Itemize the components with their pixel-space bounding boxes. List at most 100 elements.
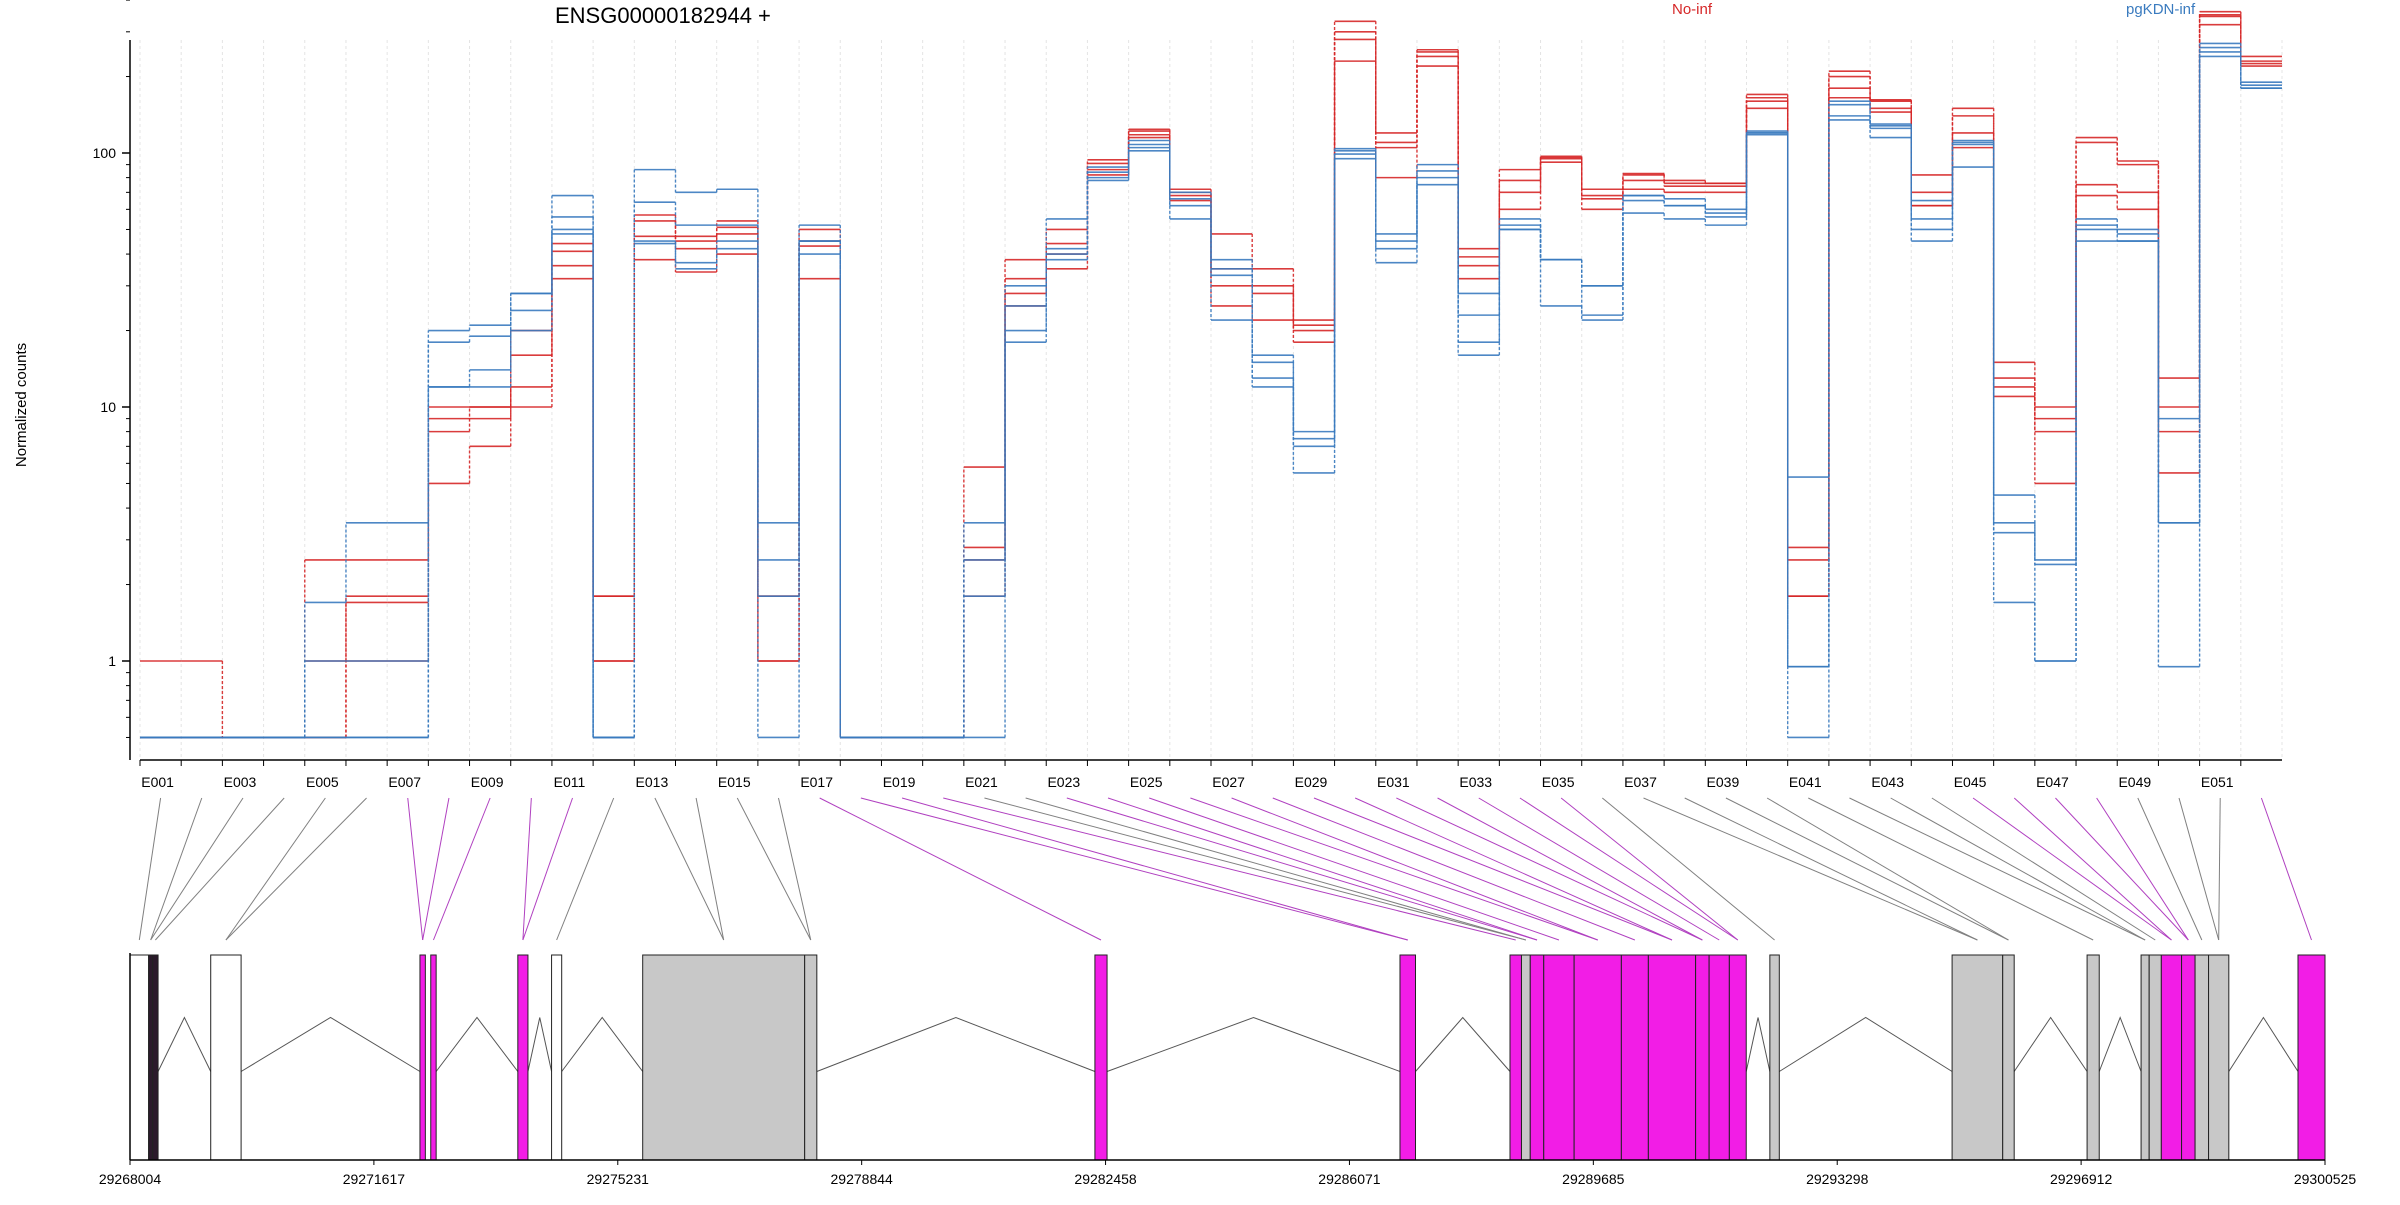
- exon-box: [1951, 954, 2004, 1161]
- exon-box: [2297, 954, 2326, 1161]
- exon-box: [152, 954, 159, 1161]
- exon-connector: [1808, 797, 2094, 941]
- exon-connector: [1519, 797, 1739, 941]
- exon-box: [1728, 954, 1747, 1161]
- intron-line: [1745, 1017, 1771, 1072]
- exon-connector: [2178, 797, 2220, 941]
- exon-tick-label: E033: [1459, 774, 1492, 790]
- exon-connector: [1107, 797, 1538, 941]
- exon-tick-label: E043: [1871, 774, 1904, 790]
- exon-connector: [1354, 797, 1673, 941]
- exon-box: [430, 954, 437, 1161]
- exon-connector: [1931, 797, 2156, 941]
- exon-tick-label: E031: [1377, 774, 1410, 790]
- exon-connector: [695, 797, 725, 941]
- intron-line: [2013, 1016, 2088, 1072]
- exon-connector: [860, 797, 1408, 941]
- exon-connector: [407, 797, 424, 941]
- intron-line: [1415, 1016, 1511, 1072]
- genomic-tick-label: 29286071: [1318, 1171, 1381, 1187]
- exon-connector: [1396, 797, 1703, 941]
- exon-box: [148, 954, 154, 1161]
- y-tick-label: 10: [100, 399, 116, 415]
- exon-connector: [1478, 797, 1720, 941]
- chart-title: ENSG00000182944 +: [555, 3, 771, 28]
- exon-connector: [819, 797, 1102, 941]
- exon-box: [551, 954, 563, 1161]
- exon-tick-label: E021: [965, 774, 998, 790]
- exon-tick-label: E037: [1624, 774, 1657, 790]
- exon-box: [2208, 954, 2230, 1161]
- genomic-tick-label: 29271617: [343, 1171, 406, 1187]
- y-tick-label: 1: [108, 653, 116, 669]
- exon-connector: [654, 797, 725, 941]
- exon-connector: [1025, 797, 1526, 941]
- exon-tick-label: E027: [1212, 774, 1245, 790]
- genomic-tick-label: 29296912: [2050, 1171, 2113, 1187]
- exon-connector: [1313, 797, 1673, 941]
- exon-box: [642, 954, 806, 1161]
- exon-tick-label: E051: [2201, 774, 2234, 790]
- exon-connector: [1149, 797, 1560, 941]
- exon-connector: [422, 797, 450, 941]
- exon-box: [2140, 954, 2150, 1161]
- exon-connector: [1437, 797, 1703, 941]
- gene-model-layer: 29268004 29271617 29275231 29278844 29282458…: [99, 953, 2356, 1187]
- exon-tick-label: E039: [1707, 774, 1740, 790]
- genomic-tick-label: 29293298: [1806, 1171, 1869, 1187]
- intron-line: [1779, 1016, 1953, 1072]
- exon-connector: [2218, 797, 2221, 941]
- exon-tick-label: E009: [471, 774, 504, 790]
- axis-layer: 1 10 100 E001 E003 E005 E007 E009 E011 E013 E015 E0…: [93, 0, 2282, 790]
- exon-connector: [1066, 797, 1538, 941]
- exon-connector: [943, 797, 1516, 941]
- exon-box: [2086, 954, 2100, 1161]
- exon-connector: [2137, 797, 2203, 941]
- exon-box: [1620, 954, 1649, 1161]
- exon-connector: [225, 797, 326, 941]
- exon-tick-label: E007: [388, 774, 421, 790]
- exon-connector: [2055, 797, 2189, 941]
- exon-connector: [777, 797, 812, 941]
- exon-tick-label: E011: [554, 774, 586, 790]
- exon-box: [1695, 954, 1710, 1161]
- legend-entry-pgkdn-inf: pgKDN-inf: [2126, 1, 2196, 18]
- exon-box: [2002, 954, 2015, 1161]
- exon-connector: [1725, 797, 2009, 941]
- exon-box: [2148, 954, 2162, 1161]
- exon-tick-label: E015: [718, 774, 751, 790]
- exon-connector: [522, 797, 532, 941]
- exon-connector: [1560, 797, 1739, 941]
- exon-box: [1520, 954, 1531, 1161]
- exon-connector: [1231, 797, 1598, 941]
- genomic-tick-label: 29275231: [587, 1171, 650, 1187]
- intron-line: [1106, 1016, 1401, 1072]
- intron-line: [157, 1016, 212, 1072]
- exon-box: [419, 954, 426, 1161]
- exon-box: [2181, 954, 2196, 1161]
- intron-line: [240, 1016, 421, 1072]
- exon-box: [129, 954, 150, 1161]
- exon-box: [2194, 954, 2210, 1161]
- exon-connector: [155, 797, 285, 941]
- exon-box: [1509, 954, 1522, 1161]
- exon-connector: [2260, 797, 2312, 941]
- y-axis-label: Normalized counts: [13, 343, 30, 467]
- exon-connector: [1190, 797, 1598, 941]
- exon-box: [804, 954, 818, 1161]
- intron-line: [816, 1016, 1096, 1072]
- exon-connector: [1643, 797, 1978, 941]
- legend-entry-no-inf: No-inf: [1672, 1, 1713, 18]
- exon-connector: [225, 797, 367, 941]
- exon-tick-label: E017: [800, 774, 833, 790]
- exon-connector: [2096, 797, 2189, 941]
- exon-box: [1708, 954, 1730, 1161]
- exon-tick-label: E023: [1047, 774, 1080, 790]
- exon-connector: [984, 797, 1526, 941]
- intron-line: [2228, 1016, 2299, 1072]
- exon-box: [517, 954, 529, 1161]
- genomic-tick-label: 29282458: [1074, 1171, 1137, 1187]
- exon-connector: [1602, 797, 1775, 941]
